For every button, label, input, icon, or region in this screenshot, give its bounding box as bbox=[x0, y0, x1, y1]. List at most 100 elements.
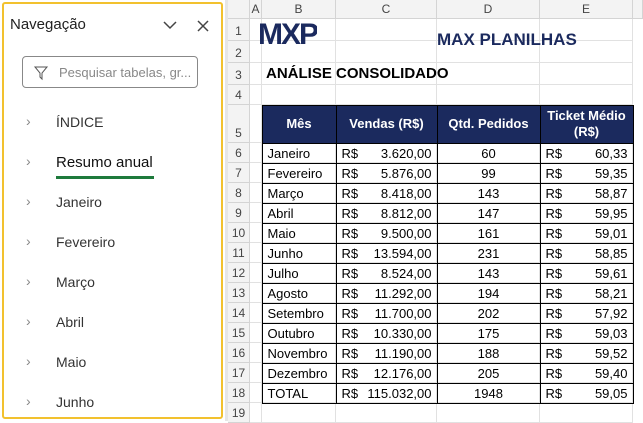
cell bbox=[250, 323, 262, 343]
row-header[interactable]: 2 bbox=[228, 41, 250, 63]
row-header[interactable]: 19 bbox=[228, 403, 250, 423]
nav-item[interactable]: › Maio bbox=[4, 350, 218, 376]
cell bbox=[540, 19, 633, 41]
row-header[interactable]: 18 bbox=[228, 383, 250, 403]
row-header[interactable]: 5 bbox=[228, 105, 250, 143]
cell-value: 202 bbox=[477, 305, 500, 321]
table-cell: R$ 12.176,00 bbox=[335, 362, 438, 384]
nav-title: Navegação bbox=[10, 16, 86, 33]
cell-value: 59,40 bbox=[594, 365, 628, 381]
table-cell: R$ 59,95 bbox=[539, 202, 634, 224]
cell-value: Julho bbox=[267, 265, 299, 281]
currency: R$ bbox=[341, 185, 359, 201]
row-header[interactable]: 6 bbox=[228, 143, 250, 163]
nav-item[interactable]: › ÍNDICE bbox=[4, 110, 218, 136]
search-box[interactable]: Pesquisar tabelas, gr... bbox=[22, 56, 198, 88]
column-header[interactable]: D bbox=[437, 0, 540, 19]
cell bbox=[540, 41, 633, 63]
row-header[interactable]: 1 bbox=[228, 19, 250, 41]
row-header[interactable]: 7 bbox=[228, 163, 250, 183]
cell-value: 59,05 bbox=[594, 385, 628, 401]
table-cell: Março bbox=[261, 182, 337, 204]
cell-value: 59,95 bbox=[594, 205, 628, 221]
table-cell: R$ 5.876,00 bbox=[335, 162, 438, 184]
logo: MXP bbox=[258, 18, 318, 51]
nav-item[interactable]: › Abril bbox=[4, 310, 218, 336]
nav-item[interactable]: › Janeiro bbox=[4, 190, 218, 216]
currency: R$ bbox=[341, 325, 359, 341]
column-header[interactable]: A bbox=[250, 0, 262, 19]
table-cell: 143 bbox=[436, 262, 541, 284]
cell bbox=[250, 343, 262, 363]
chevron: › bbox=[26, 153, 31, 169]
table-cell: Janeiro bbox=[261, 142, 337, 164]
cell-value: 8.812,00 bbox=[380, 205, 432, 221]
cell bbox=[250, 105, 262, 143]
row-header[interactable]: 16 bbox=[228, 343, 250, 363]
row-header[interactable]: 17 bbox=[228, 363, 250, 383]
currency: R$ bbox=[545, 185, 563, 201]
table-cell: R$ 115.032,00 bbox=[335, 382, 438, 404]
cell-value: 175 bbox=[477, 325, 500, 341]
column-header[interactable]: B bbox=[262, 0, 336, 19]
cell-value: Maio bbox=[267, 225, 296, 241]
cell bbox=[250, 383, 262, 403]
cell-value: 5.876,00 bbox=[380, 165, 432, 181]
nav-item[interactable]: › Fevereiro bbox=[4, 230, 218, 256]
cell-value: 59,03 bbox=[594, 325, 628, 341]
chevron: › bbox=[26, 353, 31, 369]
nav-item-label: Maio bbox=[56, 354, 87, 370]
cell-value: Agosto bbox=[267, 285, 308, 301]
row-header[interactable]: 12 bbox=[228, 263, 250, 283]
row-header[interactable]: 10 bbox=[228, 223, 250, 243]
active-underline bbox=[56, 176, 154, 179]
table-cell: R$ 11.292,00 bbox=[335, 282, 438, 304]
cell-value: 10.330,00 bbox=[373, 325, 432, 341]
cell bbox=[540, 63, 633, 85]
column-header[interactable]: C bbox=[336, 0, 437, 19]
row-header[interactable]: 3 bbox=[228, 63, 250, 85]
table-cell: R$ 59,35 bbox=[539, 162, 634, 184]
currency: R$ bbox=[545, 145, 563, 161]
nav-controls[interactable] bbox=[162, 18, 212, 34]
nav-item-label: Junho bbox=[56, 394, 95, 410]
table-header: Ticket Médio (R$) bbox=[539, 104, 634, 144]
currency: R$ bbox=[341, 385, 359, 401]
row-header[interactable]: 8 bbox=[228, 183, 250, 203]
cell bbox=[262, 63, 336, 85]
table-cell: R$ 8.418,00 bbox=[335, 182, 438, 204]
table-cell: R$ 59,05 bbox=[539, 382, 634, 404]
nav-item[interactable]: › Junho bbox=[4, 390, 218, 416]
cell bbox=[540, 403, 633, 423]
row-header[interactable]: 9 bbox=[228, 203, 250, 223]
cell-value: 143 bbox=[477, 265, 500, 281]
table-cell: R$ 58,87 bbox=[539, 182, 634, 204]
row-header[interactable]: 11 bbox=[228, 243, 250, 263]
column-header[interactable]: E bbox=[540, 0, 633, 19]
cell-value: 58,21 bbox=[594, 285, 628, 301]
currency: R$ bbox=[341, 225, 359, 241]
cell-value: Junho bbox=[267, 245, 303, 261]
nav-item[interactable]: › Março bbox=[4, 270, 218, 296]
nav-item[interactable]: › Resumo anual bbox=[4, 150, 218, 179]
row-header[interactable]: 14 bbox=[228, 303, 250, 323]
row-header[interactable]: 15 bbox=[228, 323, 250, 343]
chevron: › bbox=[26, 113, 31, 129]
currency: R$ bbox=[341, 285, 359, 301]
cell bbox=[250, 403, 262, 423]
row-header[interactable]: 13 bbox=[228, 283, 250, 303]
cell-value: 9.500,00 bbox=[380, 225, 432, 241]
cell-value: Outubro bbox=[267, 325, 315, 341]
table-cell: Julho bbox=[261, 262, 337, 284]
cell bbox=[437, 19, 540, 41]
cell-value: 58,85 bbox=[594, 245, 628, 261]
cell-value: Abril bbox=[267, 205, 294, 221]
cell bbox=[336, 63, 437, 85]
cell-value: 147 bbox=[477, 205, 500, 221]
currency: R$ bbox=[545, 385, 563, 401]
currency: R$ bbox=[545, 265, 563, 281]
table-cell: Novembro bbox=[261, 342, 337, 364]
chevron: › bbox=[26, 393, 31, 409]
table-cell: 147 bbox=[436, 202, 541, 224]
row-header[interactable]: 4 bbox=[228, 85, 250, 105]
